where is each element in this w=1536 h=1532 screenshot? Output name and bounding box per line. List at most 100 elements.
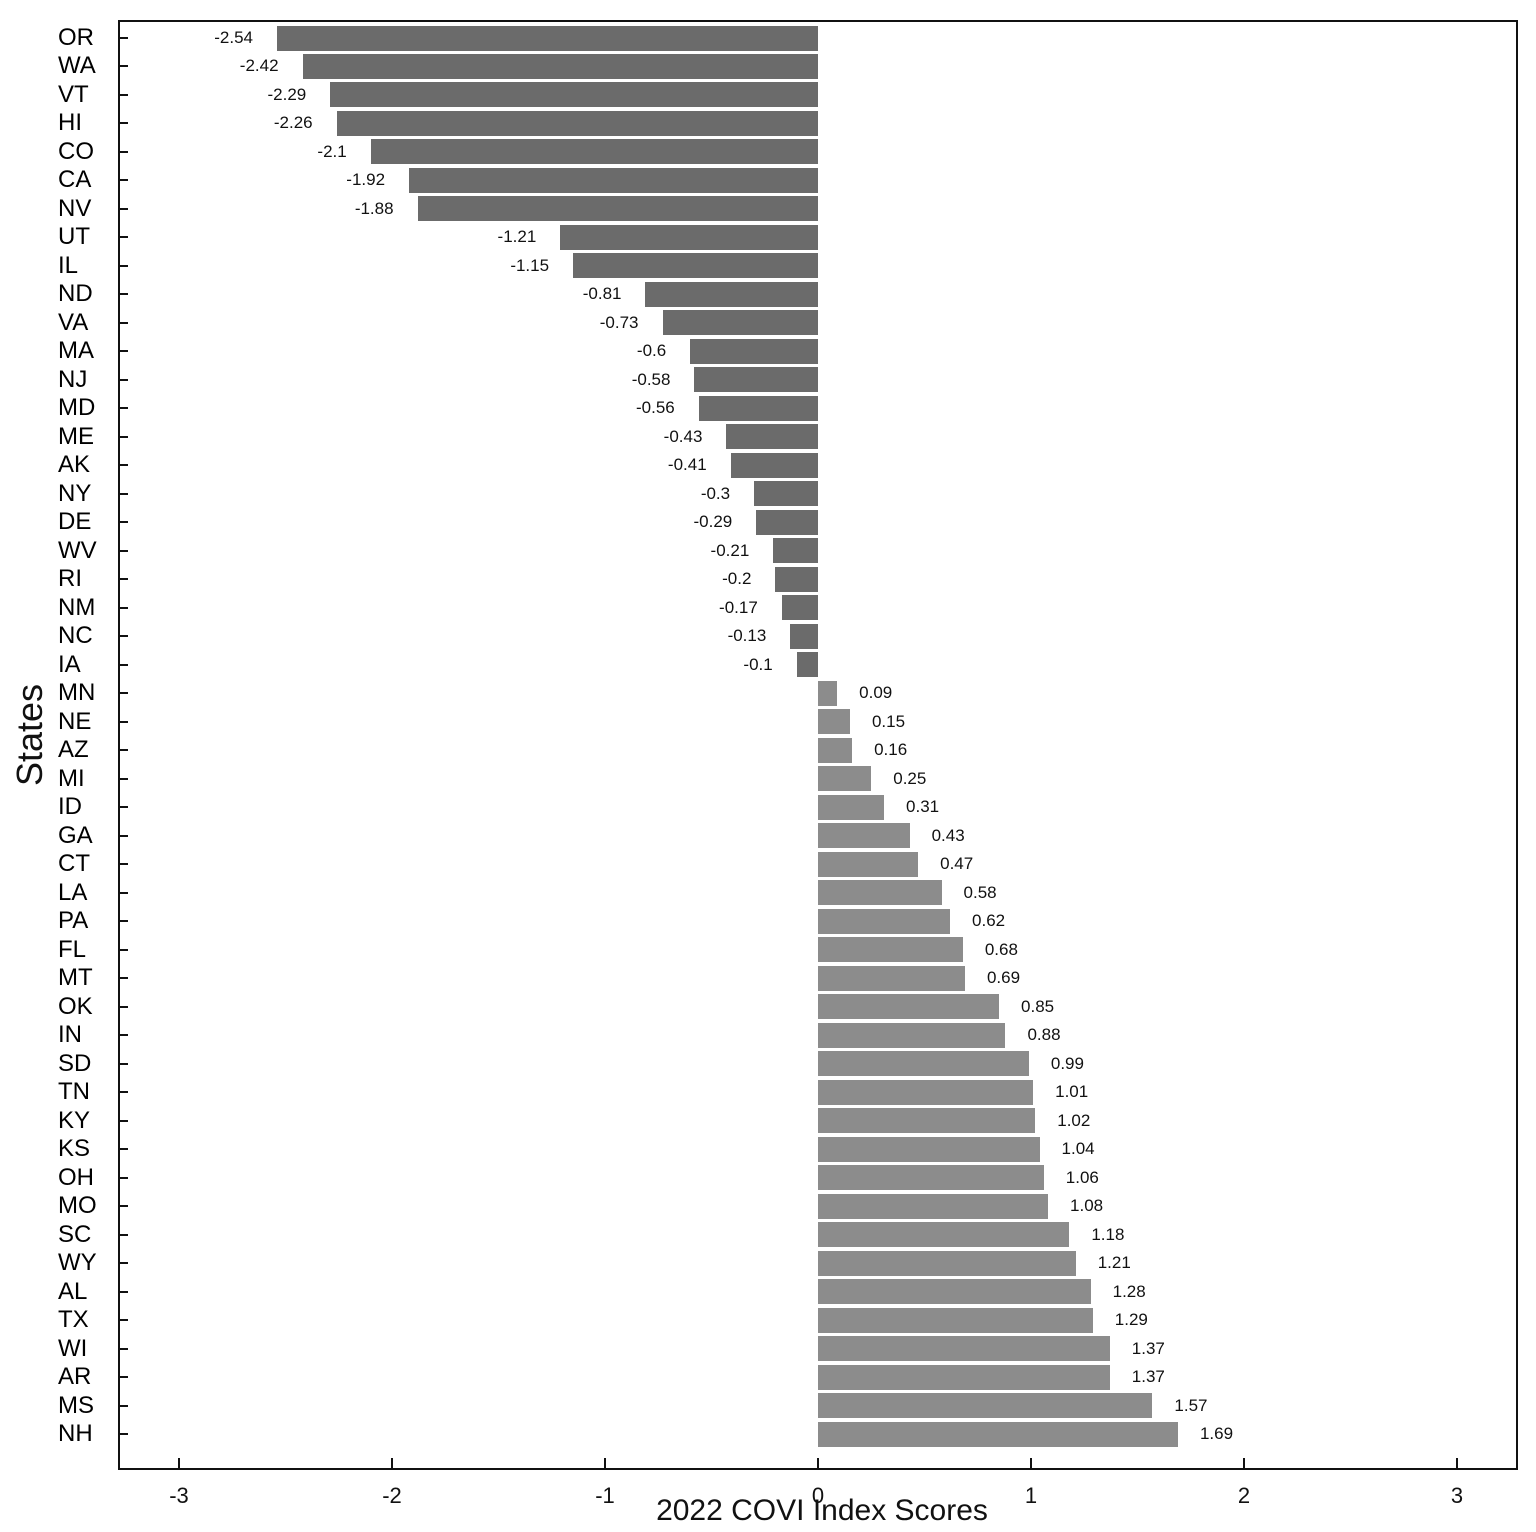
state-label: MD — [58, 394, 96, 422]
x-tick — [391, 1458, 393, 1470]
y-tick — [118, 663, 128, 666]
y-tick — [118, 777, 128, 780]
value-label: 0.09 — [859, 683, 893, 703]
value-label: 1.28 — [1112, 1281, 1146, 1301]
y-tick — [118, 749, 128, 752]
value-label: -0.17 — [719, 597, 758, 617]
state-label: TX — [58, 1306, 89, 1334]
y-tick — [118, 1376, 128, 1379]
value-label: 1.06 — [1065, 1167, 1099, 1187]
state-label: MI — [58, 764, 85, 792]
value-label: -0.1 — [743, 654, 773, 674]
bar — [818, 1022, 1006, 1048]
value-label: 0.58 — [963, 882, 997, 902]
y-tick — [118, 1319, 128, 1322]
state-label: MN — [58, 679, 96, 707]
bar — [818, 908, 951, 934]
value-label: -0.41 — [667, 455, 707, 475]
state-label: KS — [58, 1135, 91, 1163]
bar — [818, 823, 910, 849]
value-label: -0.13 — [727, 626, 767, 646]
x-tick — [604, 1458, 606, 1470]
state-label: OR — [58, 24, 94, 51]
x-tick-label: 0 — [811, 1483, 825, 1508]
bar — [726, 424, 818, 450]
state-label: PA — [58, 907, 89, 935]
value-label: 0.99 — [1050, 1053, 1084, 1073]
y-tick — [118, 834, 128, 837]
value-label: -0.73 — [599, 312, 639, 332]
value-label: 1.37 — [1131, 1338, 1165, 1358]
y-tick — [118, 207, 128, 210]
y-tick — [118, 948, 128, 951]
bar — [690, 338, 818, 364]
y-tick — [118, 549, 128, 552]
y-tick — [118, 1233, 128, 1236]
state-label: NC — [58, 622, 93, 650]
y-tick — [118, 122, 128, 125]
y-tick — [118, 464, 128, 467]
state-label: IL — [58, 251, 79, 279]
value-label: -2.42 — [239, 56, 279, 76]
y-tick — [118, 692, 128, 695]
value-label: 0.16 — [874, 740, 908, 760]
state-label: VA — [58, 308, 89, 336]
bar — [818, 1108, 1036, 1134]
state-label: ND — [58, 280, 93, 308]
bar — [818, 1250, 1076, 1276]
y-tick — [118, 977, 128, 980]
y-tick — [118, 1262, 128, 1265]
state-label: AR — [58, 1363, 92, 1391]
state-label: AZ — [58, 736, 89, 764]
state-label: IA — [58, 650, 81, 678]
bar — [698, 395, 818, 421]
value-label: 0.62 — [972, 911, 1006, 931]
bar — [276, 25, 818, 51]
value-label: -2.1 — [317, 141, 347, 161]
bar — [756, 509, 818, 535]
bar — [302, 53, 818, 79]
bar — [818, 709, 850, 735]
y-tick — [118, 1433, 128, 1435]
y-tick — [118, 920, 128, 923]
y-tick — [118, 65, 128, 68]
value-label: -1.92 — [346, 170, 386, 190]
y-tick — [118, 1034, 128, 1037]
y-tick — [118, 1119, 128, 1122]
value-label: 0.15 — [871, 711, 906, 731]
y-tick — [118, 492, 128, 495]
x-tick-label: 3 — [1450, 1483, 1464, 1508]
state-label: WA — [58, 52, 96, 80]
state-label: RI — [58, 565, 82, 593]
value-label: 1.01 — [1055, 1082, 1089, 1102]
y-tick — [118, 378, 128, 381]
bar — [694, 367, 818, 393]
value-label: 1.04 — [1061, 1139, 1095, 1159]
bar — [818, 680, 838, 706]
value-label: 1.69 — [1199, 1424, 1234, 1443]
value-label: -1.15 — [510, 255, 550, 275]
state-label: CO — [58, 137, 94, 165]
value-label: 1.37 — [1131, 1367, 1165, 1387]
state-label: WV — [58, 536, 97, 564]
value-label: 0.68 — [984, 939, 1018, 959]
bar — [818, 737, 853, 763]
state-label: NH — [58, 1420, 93, 1447]
x-tick — [178, 1458, 180, 1470]
x-tick-label: 2 — [1237, 1483, 1251, 1508]
x-tick-label: -1 — [595, 1483, 615, 1508]
value-label: 0.47 — [940, 854, 974, 874]
state-label: CA — [58, 166, 92, 194]
y-tick — [118, 1176, 128, 1179]
value-label: 1.57 — [1174, 1395, 1208, 1415]
y-tick — [118, 635, 128, 638]
state-label: ID — [58, 793, 82, 821]
state-label: LA — [58, 878, 88, 906]
y-tick — [118, 37, 128, 39]
state-label: AK — [58, 451, 91, 479]
y-tick — [118, 720, 128, 723]
bar — [796, 652, 818, 678]
state-label: MA — [58, 337, 94, 365]
value-label: 0.69 — [986, 968, 1021, 988]
